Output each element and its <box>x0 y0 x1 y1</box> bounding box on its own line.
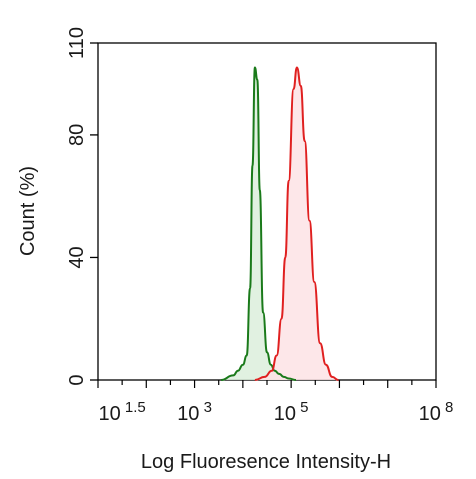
x-tick-label: 10 8 <box>419 399 454 425</box>
x-tick-label: 10 5 <box>274 399 309 425</box>
series-fills <box>221 67 339 380</box>
series-2-fill <box>254 67 339 380</box>
y-tick-label: 80 <box>66 124 88 146</box>
x-axis-ticks: 10 1.5 10 3 10 5 10 8 <box>97 380 454 425</box>
y-tick-label: 40 <box>66 246 88 268</box>
series-lines <box>221 66 339 381</box>
y-tick-label: 110 <box>66 27 88 59</box>
series-2-line <box>254 66 339 381</box>
x-tick-label: 10 1.5 <box>99 399 146 425</box>
series-1-fill <box>221 67 296 380</box>
x-tick-label: 10 3 <box>177 399 212 425</box>
y-axis-label: Count (%) <box>17 166 39 256</box>
y-tick-label: 0 <box>66 374 88 385</box>
series-1-line <box>221 66 297 381</box>
y-axis-ticks: 0 40 80 110 <box>66 27 98 386</box>
x-axis-label: Log Fluoresence Intensity-H <box>141 451 391 473</box>
plot-frame <box>97 42 437 381</box>
